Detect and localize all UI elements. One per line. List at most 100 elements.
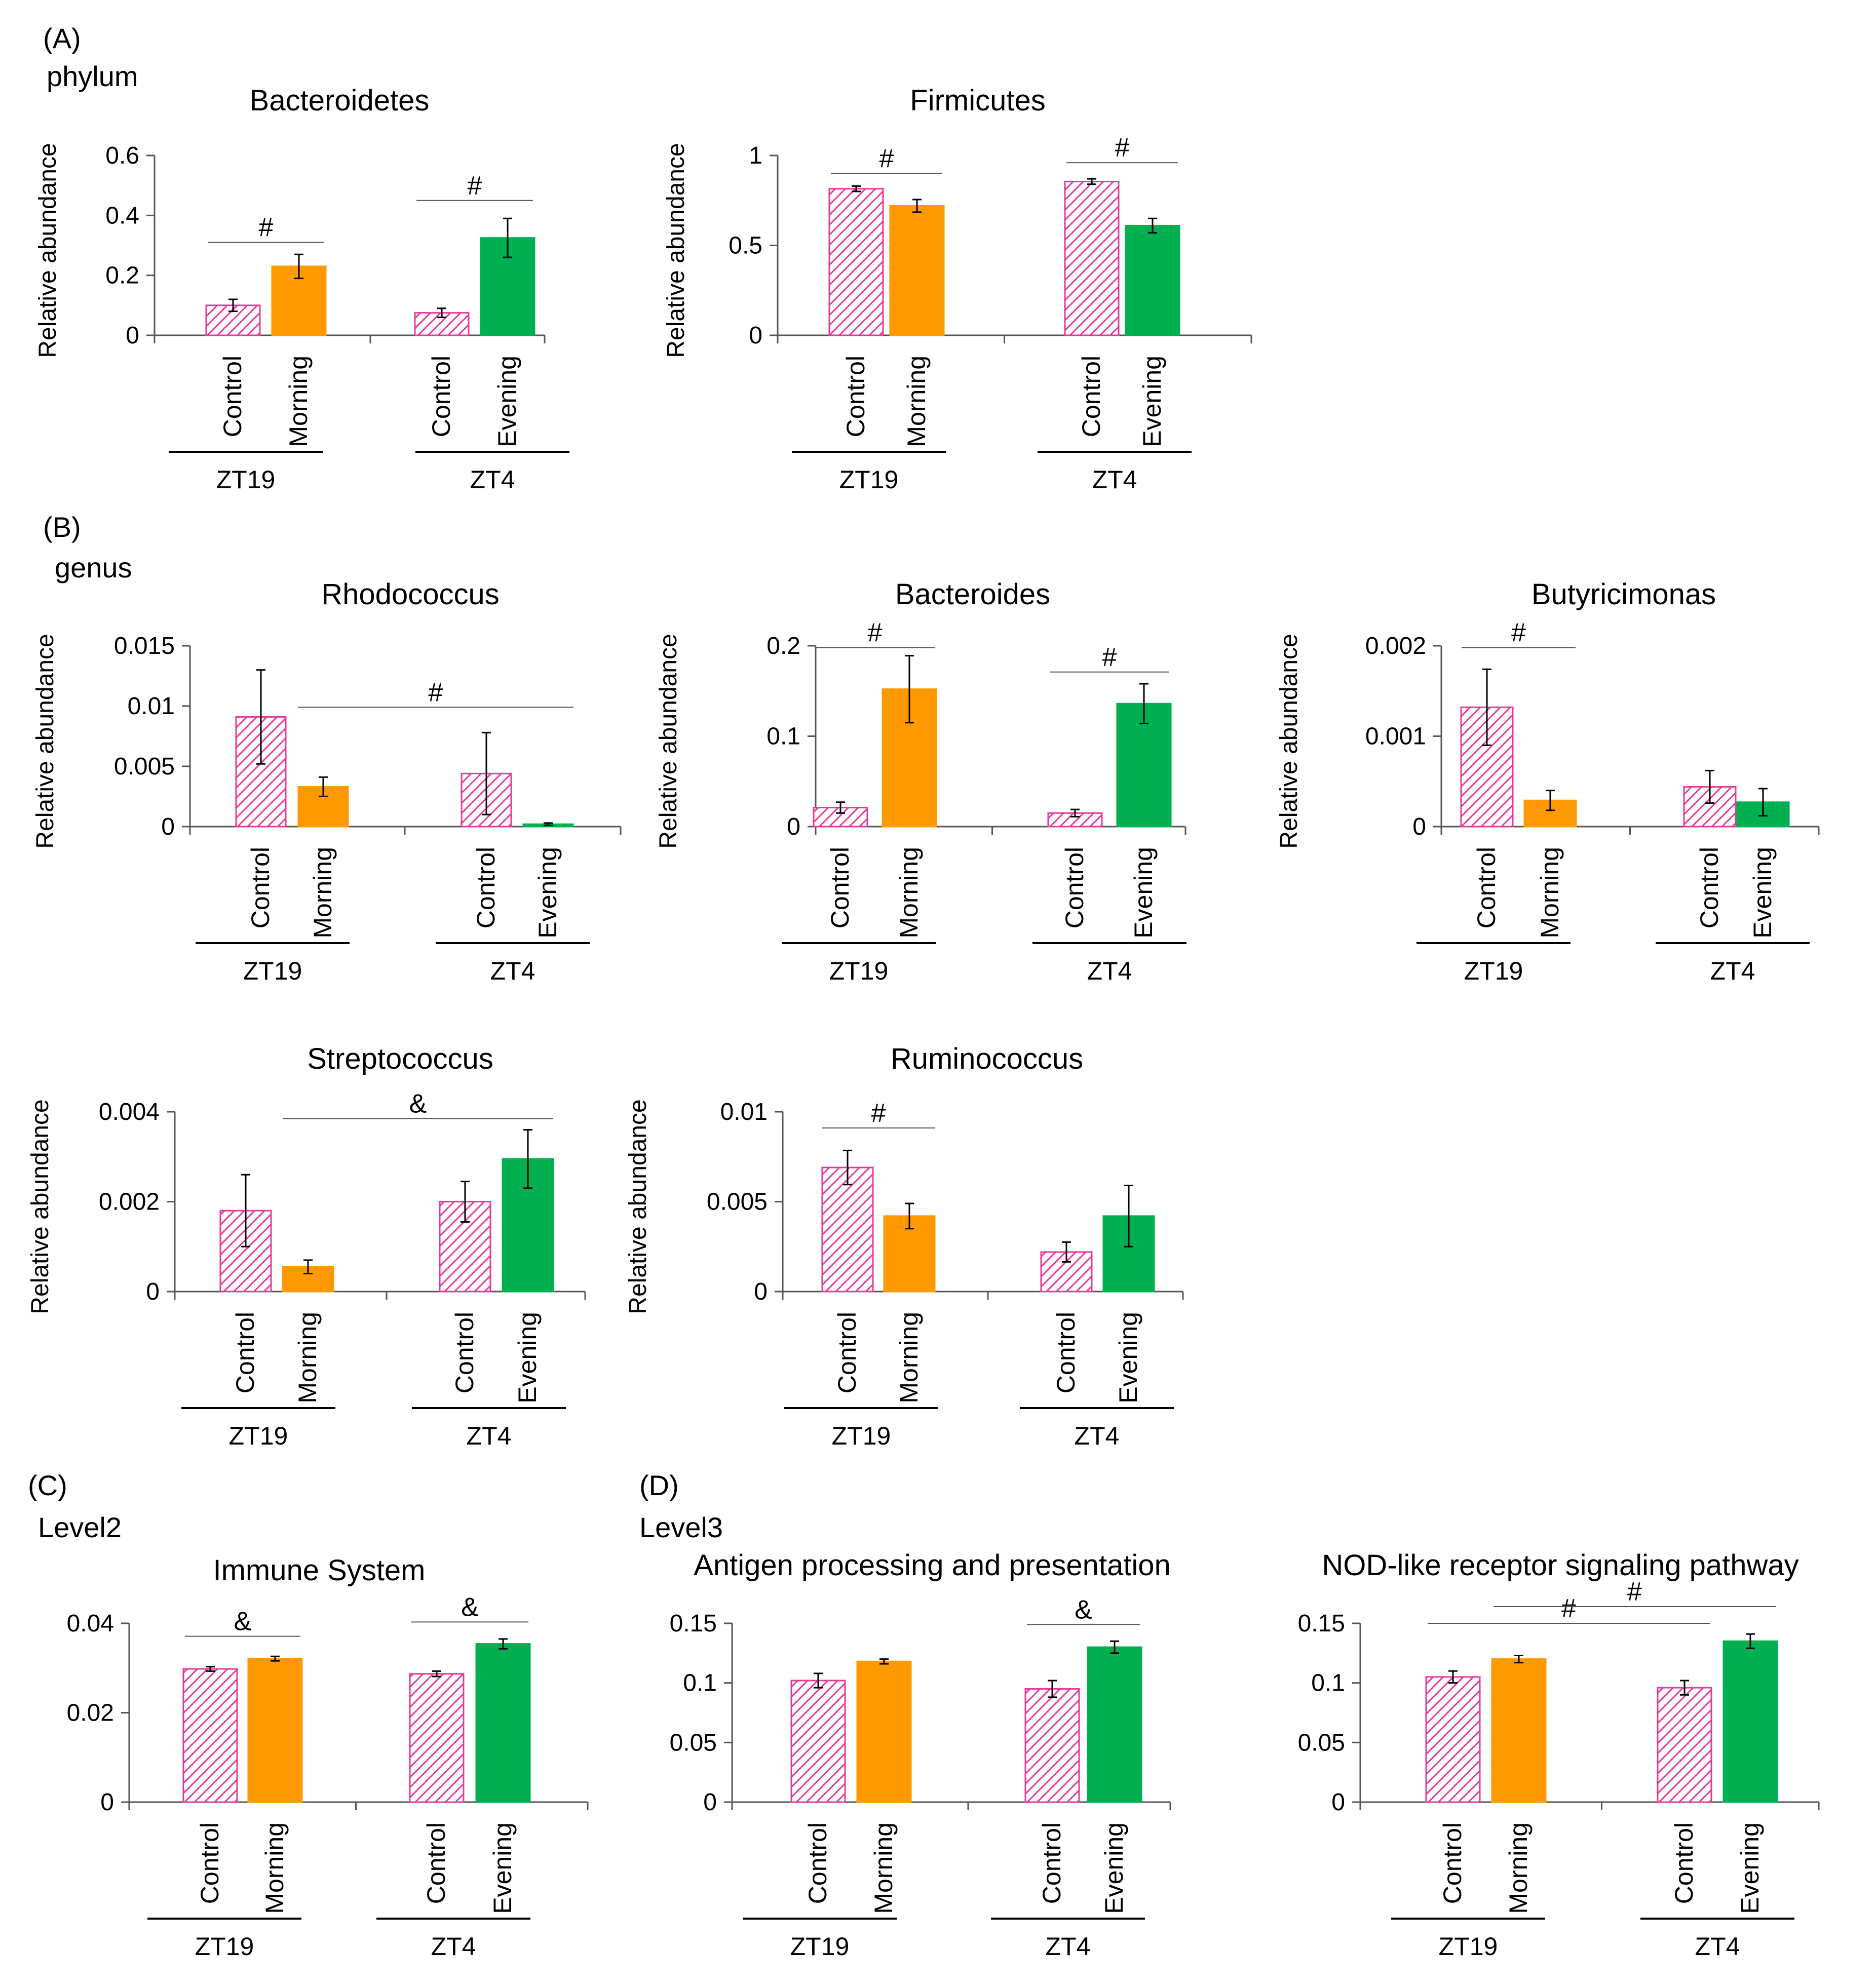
category-label: Control (427, 356, 455, 437)
y-tick-label: 0.5 (729, 232, 762, 259)
significance-mark: # (879, 144, 894, 174)
significance-mark: # (429, 678, 443, 707)
section-letter-d: (D) (639, 1469, 679, 1501)
y-tick-label: 0.002 (99, 1189, 160, 1216)
group-label-zt19: ZT19 (829, 957, 889, 985)
significance-mark: & (1075, 1595, 1092, 1624)
group-label-zt19: ZT19 (243, 957, 302, 985)
group-label-zt4: ZT4 (431, 1932, 476, 1961)
y-axis-title: Relative abundance (655, 634, 682, 848)
bar-zt4-evening (1722, 1640, 1778, 1803)
category-label: Morning (895, 847, 923, 939)
chart-title: Rhodococcus (321, 578, 499, 611)
group-label-zt19: ZT19 (790, 1932, 850, 1961)
bar-zt4-control (1064, 180, 1120, 336)
y-tick-label: 0.1 (767, 723, 800, 750)
chart-title: Firmicutes (910, 84, 1045, 117)
significance-mark: & (234, 1607, 252, 1636)
y-tick-label: 0.1 (1311, 1670, 1345, 1697)
y-tick-label: 0.001 (1365, 723, 1426, 750)
category-label: Control (196, 1822, 224, 1904)
chart-bacteroides: Bacteroides Relative abundance 0 0.1 0.2 Cont… (655, 578, 1186, 985)
y-tick-label: 0.15 (1298, 1610, 1345, 1637)
category-label: Control (826, 847, 854, 928)
group-label-zt19: ZT19 (229, 1422, 288, 1450)
group-label-zt4: ZT4 (470, 465, 515, 494)
category-label: Control (1472, 847, 1501, 928)
category-label: Evening (1129, 847, 1158, 939)
category-label: Control (450, 1312, 479, 1393)
y-tick-label: 0.004 (99, 1099, 160, 1125)
category-label: Control (218, 356, 247, 437)
significance-mark: # (871, 1099, 886, 1128)
y-tick-label: 0.4 (105, 202, 139, 229)
y-tick-label: 1 (749, 142, 762, 169)
y-tick-label: 0 (161, 813, 175, 840)
bar-zt19-morning (856, 1660, 912, 1803)
category-label: Evening (1748, 847, 1777, 939)
category-label: Control (1077, 356, 1105, 437)
chart-title: Butyricimonas (1532, 578, 1716, 611)
section-letter-c: (C) (28, 1469, 67, 1501)
group-label-zt4: ZT4 (1046, 1932, 1091, 1961)
category-label: Control (1038, 1822, 1066, 1904)
category-label: Morning (260, 1822, 289, 1914)
bar-zt19-control (1425, 1676, 1481, 1803)
chart-title: Streptococcus (307, 1042, 493, 1075)
category-label: Evening (488, 1822, 517, 1914)
y-axis-title: Relative abundance (27, 1099, 54, 1314)
category-label: Morning (869, 1822, 898, 1914)
y-axis-title: Relative abundance (1276, 634, 1303, 848)
y-axis-title: Relative abundance (663, 143, 690, 358)
bar-zt4-evening (1125, 224, 1180, 336)
group-label-zt4: ZT4 (1710, 957, 1755, 985)
chart-title: Bacteroides (895, 578, 1050, 611)
chart-bacteroidetes: Bacteroidetes Relative abundance 0 0.2 0.4 0.… (34, 84, 569, 494)
category-label: Morning (309, 847, 337, 939)
category-label: Evening (1138, 356, 1166, 447)
y-tick-label: 0 (126, 322, 139, 349)
significance-mark: # (1102, 643, 1117, 672)
category-label: Control (1052, 1312, 1080, 1393)
y-tick-label: 0 (749, 322, 762, 349)
chart-firmicutes: Firmicutes Relative abundance 0 0.5 1 Control… (663, 84, 1252, 494)
bar-zt19-morning (1491, 1658, 1547, 1803)
y-tick-label: 0 (1331, 1789, 1345, 1816)
y-tick-label: 0.2 (767, 633, 800, 659)
significance-mark: # (468, 171, 482, 201)
bar-zt19-control (182, 1668, 238, 1803)
bar-zt4-control (414, 312, 470, 336)
significance-mark: # (868, 618, 883, 648)
chart-immune-system: Immune System 0 0.02 0.04 Control MorningZT19… (67, 1554, 589, 1961)
category-label: Morning (895, 1312, 923, 1404)
y-tick-label: 0 (754, 1278, 768, 1305)
section-level-c: Level2 (38, 1511, 122, 1543)
y-tick-label: 0.6 (105, 142, 139, 169)
bar-zt4-control (1040, 1251, 1093, 1293)
chart-nod-like-receptor-signaling-pathway: NOD-like receptor signaling pathway 0 0.05… (1298, 1549, 1820, 1961)
group-label-zt4: ZT4 (1695, 1932, 1740, 1961)
y-tick-label: 0 (1412, 813, 1426, 840)
y-tick-label: 0.015 (114, 633, 175, 659)
section-letter-a: (A) (43, 22, 81, 54)
bar-zt4-evening (475, 1643, 531, 1803)
category-label: Control (1670, 1822, 1698, 1904)
group-label-zt4: ZT4 (1092, 465, 1137, 494)
category-label: Evening (1100, 1822, 1128, 1914)
group-label-zt19: ZT19 (839, 465, 899, 494)
group-label-zt4: ZT4 (490, 957, 535, 985)
y-tick-label: 0 (146, 1278, 160, 1305)
category-label: Morning (902, 356, 931, 447)
y-tick-label: 0.1 (683, 1670, 717, 1697)
group-label-zt19: ZT19 (832, 1422, 891, 1450)
section-level-a: phylum (47, 60, 138, 92)
y-tick-label: 0 (100, 1789, 114, 1816)
category-label: Control (231, 1312, 259, 1393)
chart-butyricimonas: Butyricimonas Relative abundance 0 0.001 0.0… (1276, 578, 1820, 985)
y-tick-label: 0 (703, 1789, 717, 1816)
category-label: Evening (493, 356, 521, 447)
significance-mark: # (1115, 133, 1130, 163)
category-label: Morning (284, 356, 313, 447)
category-label: Evening (533, 847, 562, 939)
